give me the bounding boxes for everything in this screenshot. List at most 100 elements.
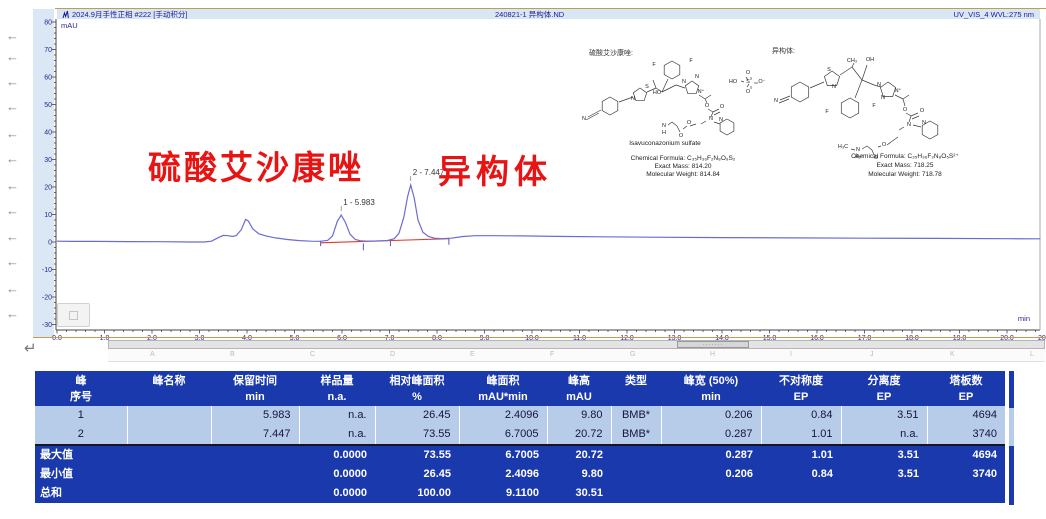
summary-cell [927,484,1005,503]
y-axis-strip [33,9,54,337]
result-cell: 73.55 [375,425,460,445]
table-header-cell: 分离度 EP [841,371,927,406]
summary-cell: 100.00 [375,484,459,503]
summary-cell [761,484,841,503]
horizontal-scrollbar[interactable]: ······· [108,340,1045,349]
table-header-cell: 峰面积 mAU*min [459,371,547,406]
chromatogram-plot-area[interactable] [56,19,1040,330]
result-cell: 26.45 [375,406,460,425]
summary-cell: 0.206 [661,465,761,484]
result-cell: BMB* [611,406,662,425]
left-margin-arrow-icon: ← [6,229,19,244]
result-cell: 2 [35,425,128,445]
result-cell [127,406,212,425]
table-summary-row: 总和 0.0000 100.00 9.1100 30.51 [35,484,1005,503]
summary-cell: 20.72 [547,444,611,465]
result-cell: n.a. [299,425,376,445]
table-row: 1 5.983 n.a. 26.45 2.4096 9.80 BMB* 0.206 0.84 3.… [35,406,1005,425]
return-arrow-icon: ↵ [24,340,37,357]
result-cell: 5.983 [211,406,300,425]
left-margin-arrow-icon: ← [6,254,19,269]
table-right-strip [1009,371,1014,408]
table-header-cell: 不对称度 EP [761,371,841,406]
sample-name: 240821-1 异构体.ND [495,10,565,19]
scrollbar-thumb[interactable]: ······· [677,341,749,348]
summary-cell: 0.0000 [299,484,375,503]
summary-cell: 最小值 [35,465,127,484]
table-header-cell: 峰宽 (50%) min [661,371,761,406]
table-header-cell: 峰序号 [35,371,127,406]
result-cell: 2.4096 [459,406,548,425]
left-margin-arrow-icon: ← [6,306,19,321]
table-row: 2 7.447 n.a. 73.55 6.7005 20.72 BMB* 0.287 1.01 n… [35,425,1005,445]
summary-cell: 6.7005 [459,444,547,465]
summary-cell: 0.0000 [299,465,375,484]
result-cell: 0.287 [661,425,762,445]
sheet-column-letter: I [790,351,792,358]
table-right-strip [1009,446,1014,505]
object-border-top [55,8,1046,9]
summary-cell [661,484,761,503]
result-cell: 3740 [927,425,1005,445]
table-header-cell: 相对峰面积% [375,371,459,406]
summary-cell [611,444,661,465]
result-cell: 1 [35,406,128,425]
left-margin-arrow-icon: ← [6,74,19,89]
summary-cell [611,465,661,484]
summary-cell: 3.51 [841,444,927,465]
summary-cell: 26.45 [375,465,459,484]
summary-cell: 2.4096 [459,465,547,484]
image-placeholder-icon [57,303,90,327]
summary-cell [841,484,927,503]
object-border-bottom [33,337,1046,338]
left-margin-arrow-icon: ← [6,281,19,296]
annotation-isavuconazonium: 硫酸艾沙康唑 [148,149,364,186]
sheet-column-letter: K [950,351,955,358]
sheet-column-letter: J [870,351,874,358]
summary-cell: 总和 [35,484,127,503]
left-margin-arrow-icon: ← [6,178,19,193]
sheet-column-letters: A B C D E F G H I J K L [108,349,1045,362]
sheet-column-letter: A [150,351,155,358]
integration-results-table: 峰序号 峰名称 保留时间 min 样品量 n.a. 相对峰面积% 峰面积 mAU*min 峰高 m… [35,371,1005,503]
table-header-cell: 保留时间 min [211,371,299,406]
table-right-strip [1009,408,1014,446]
summary-cell [211,444,299,465]
summary-cell [211,484,299,503]
summary-cell [611,484,661,503]
detector-signal-label: UV_VIS_4 WVL:275 nm [953,10,1034,19]
summary-cell [127,484,211,503]
table-header-cell: 类型 [611,371,661,406]
summary-cell [211,465,299,484]
result-cell: 4694 [927,406,1005,425]
sheet-column-letter: H [710,351,716,358]
summary-cell [127,444,211,465]
table-summary-row: 最小值 0.0000 26.45 2.4096 9.80 0.206 0.84 3.51 374… [35,465,1005,484]
result-cell: 0.206 [661,406,762,425]
left-margin-arrow-icon: ← [6,49,19,64]
result-cell: n.a. [841,425,928,445]
result-cell: 1.01 [761,425,842,445]
table-header-cell: 塔板数 EP [927,371,1005,406]
summary-cell: 3.51 [841,465,927,484]
summary-cell: 9.80 [547,465,611,484]
result-cell: 9.80 [547,406,612,425]
table-summary-row: 最大值 0.0000 73.55 6.7005 20.72 0.287 1.01 3.51 46… [35,444,1005,465]
sheet-column-letter: D [390,351,396,358]
result-cell: 3.51 [841,406,928,425]
summary-cell: 0.84 [761,465,841,484]
result-cell: 6.7005 [459,425,548,445]
injection-title: 2024.9月手性正相 #222 [手动积分] [72,10,188,19]
summary-cell: 0.0000 [299,444,375,465]
sheet-column-letter: G [630,351,636,358]
sheet-column-letter: C [310,351,316,358]
result-cell: 20.72 [547,425,612,445]
left-margin-arrow-icon: ← [6,126,19,141]
left-margin-arrow-icon: ← [6,151,19,166]
table-header-cell: 样品量 n.a. [299,371,375,406]
result-cell: BMB* [611,425,662,445]
summary-cell: 0.287 [661,444,761,465]
summary-cell: 30.51 [547,484,611,503]
summary-cell: 4694 [927,444,1005,465]
